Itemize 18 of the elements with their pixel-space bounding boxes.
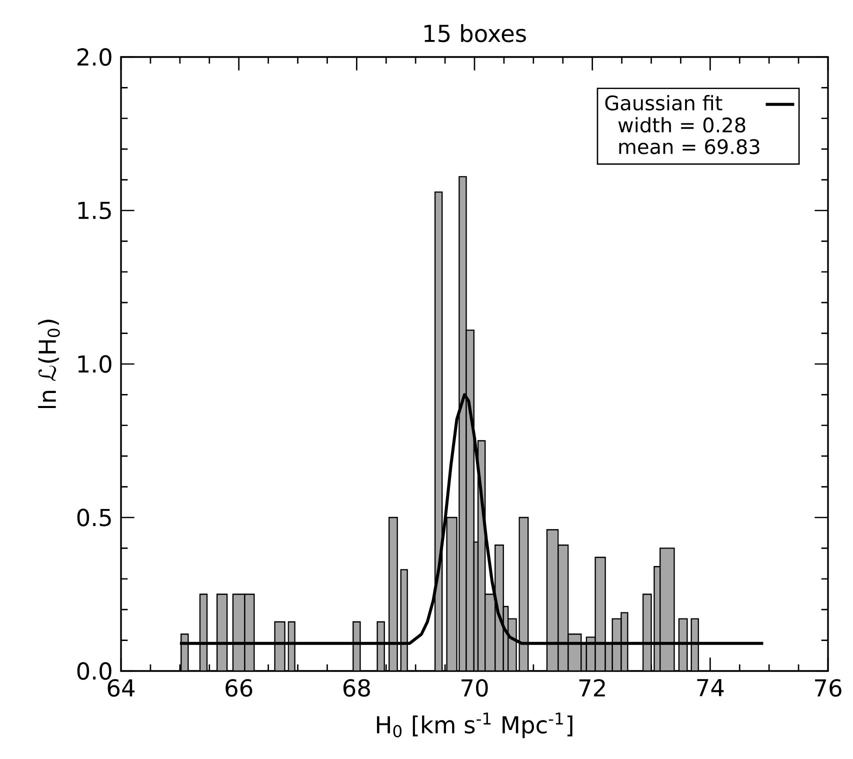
x-tick-label: 64 <box>108 679 135 697</box>
x-tick-label: 68 <box>343 679 370 697</box>
x-tick-label: 74 <box>697 679 724 696</box>
x-tick-label: 66 <box>226 679 252 697</box>
y-tick-label: 1.5 <box>78 202 111 220</box>
x-tick-label: 76 <box>815 679 842 697</box>
y-tick-label: 0.5 <box>77 508 111 526</box>
x-tick-label: 70 <box>462 679 488 697</box>
x-axis-title: H$_{0}$ [km s$^{-1}$ Mpc$^{-1}$] <box>376 712 572 738</box>
y-tick-label: 0.0 <box>77 662 112 680</box>
annotation: width = 0.28 <box>618 117 746 133</box>
legend-label: Gaussian fit <box>605 95 722 111</box>
annotation: mean = 69.83 <box>619 139 760 154</box>
y-tick-label: 1.0 <box>78 355 112 373</box>
y-axis-title: ln ℒ(H$_{0}$) <box>38 320 60 408</box>
chart-title: 15 boxes <box>424 24 526 42</box>
y-tick-label: 2.0 <box>77 48 112 66</box>
x-tick-label: 72 <box>579 679 605 696</box>
